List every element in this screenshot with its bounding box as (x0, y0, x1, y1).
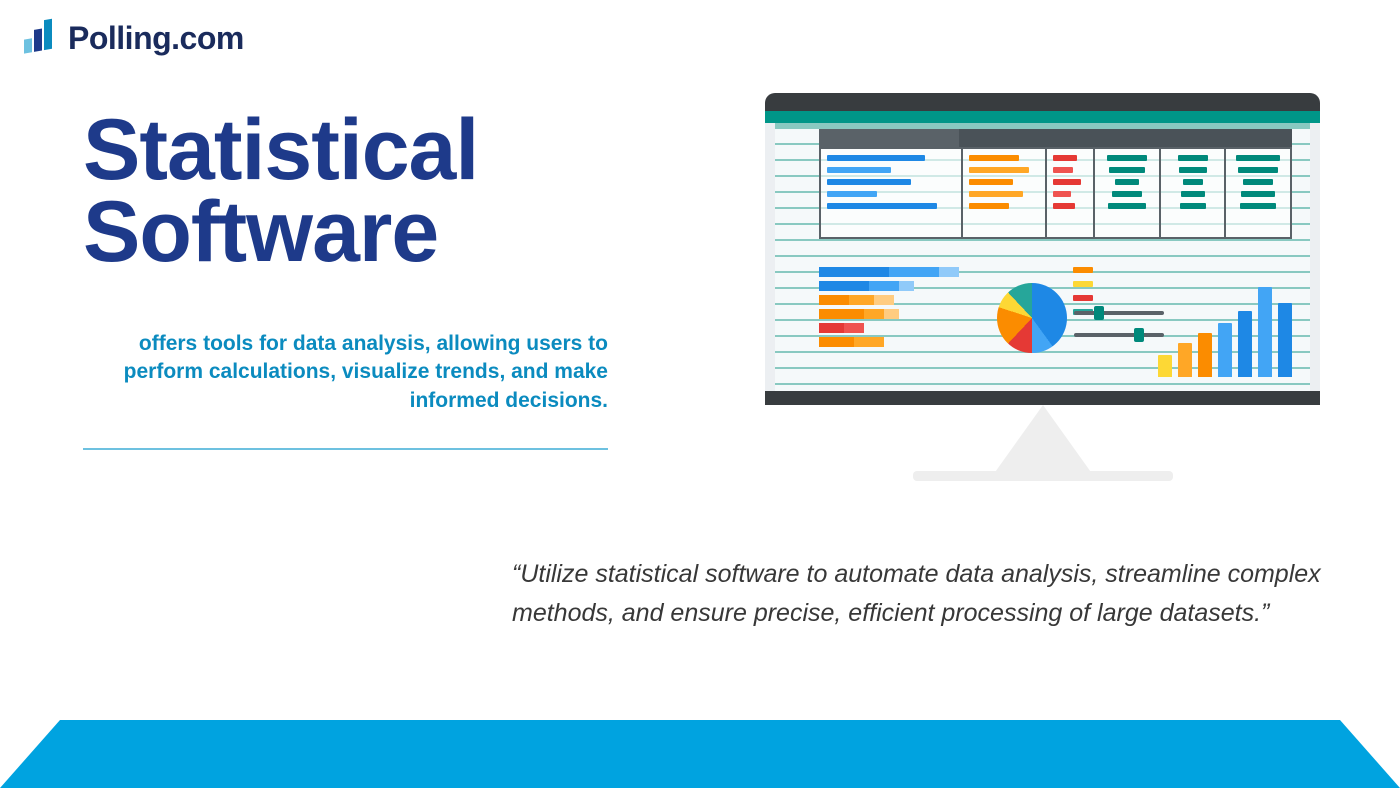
quote-text: “Utilize statistical software to automat… (512, 555, 1322, 633)
page-title: Statistical Software (83, 110, 478, 273)
screen-bottombar (765, 391, 1320, 405)
brand-name: Polling.com (68, 20, 244, 57)
title-line-1: Statistical (83, 110, 478, 192)
monitor-screen (765, 93, 1320, 405)
brand-logo: Polling.com (22, 18, 244, 58)
screen-toolbar (765, 111, 1320, 123)
spreadsheet-area (775, 123, 1310, 395)
title-line-2: Software (83, 192, 478, 274)
data-table (819, 147, 1292, 239)
monitor-illustration (765, 93, 1320, 485)
logo-icon (22, 18, 58, 58)
footer-banner (0, 720, 1400, 788)
page-subtitle: offers tools for data analysis, allowing… (83, 330, 608, 415)
vertical-bar-chart (1154, 261, 1292, 385)
screen-topbar (765, 93, 1320, 111)
horizontal-bar-chart (819, 261, 959, 385)
slider-controls (1074, 261, 1144, 385)
table-header (819, 129, 1292, 147)
title-divider (83, 448, 608, 450)
monitor-stand (983, 405, 1103, 485)
charts-zone (819, 261, 1292, 385)
pie-chart (969, 261, 1064, 385)
